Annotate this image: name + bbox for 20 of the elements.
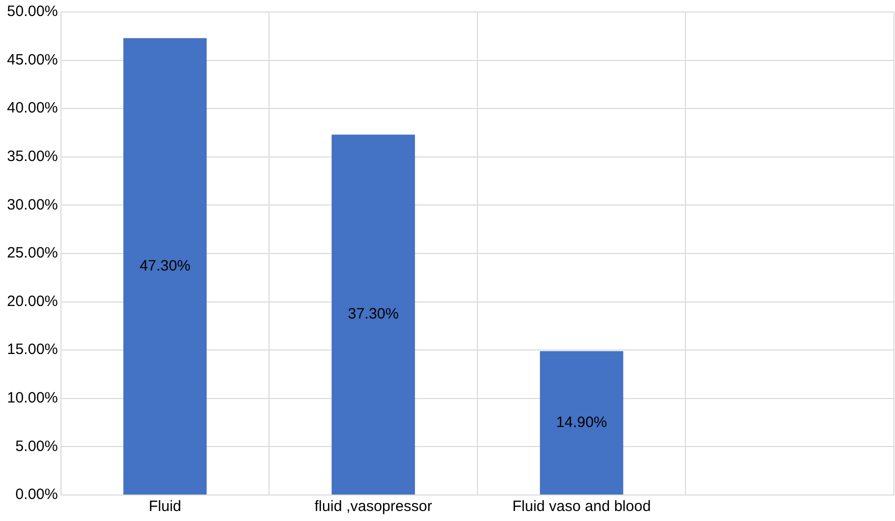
x-tick-label: Fluid	[148, 498, 182, 516]
y-tick-label: 35.00%	[7, 148, 58, 166]
x-tick-label: fluid ,vasopressor	[314, 498, 432, 516]
y-tick-label: 20.00%	[7, 292, 58, 310]
y-tick-label: 45.00%	[7, 51, 58, 68]
bar	[123, 38, 207, 494]
y-tick-label: 15.00%	[7, 341, 58, 358]
bar	[332, 134, 415, 494]
data-label: 47.30%	[140, 257, 190, 274]
y-tick-label: 50.00%	[7, 3, 58, 20]
y-tick-label: 30.00%	[7, 196, 58, 214]
y-tick-label: 25.00%	[7, 244, 58, 262]
x-tick-label: Fluid vaso and blood	[512, 498, 651, 516]
bar	[540, 351, 624, 494]
y-tick-label: 5.00%	[15, 438, 58, 455]
y-tick-label: 10.00%	[7, 390, 58, 407]
y-tick-label: 0.00%	[15, 486, 58, 504]
y-tick-label: 40.00%	[7, 100, 58, 117]
data-label: 37.30%	[348, 306, 399, 323]
data-label: 14.90%	[556, 414, 608, 431]
